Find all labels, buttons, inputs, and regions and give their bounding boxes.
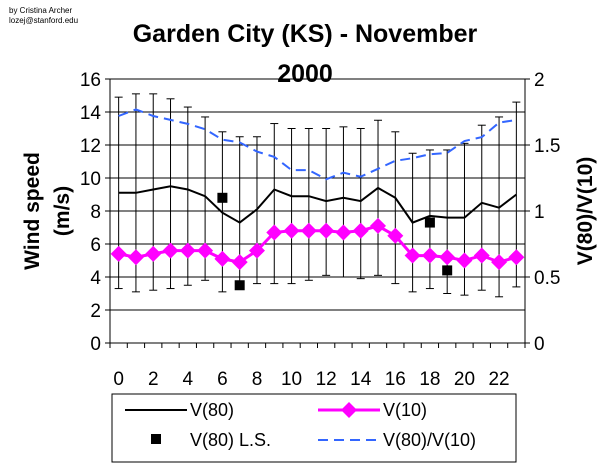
series-v-10 [110,217,525,271]
x-tick-label-0: 0 [113,369,124,390]
x-tick-label-5: 10 [281,369,302,390]
point-v-10-16 [387,227,404,244]
y-tick-label-7: 14 [80,103,102,124]
legend-label-v80: V(80) [190,400,234,420]
legend-marker-v80-ls [151,434,161,444]
chart-title-line-2: 2000 [277,60,333,88]
point-v-10-15 [370,217,387,234]
x-tick-label-1: 2 [148,369,159,390]
point-v-10-20 [456,252,473,269]
legend-label-ratio: V(80)/V(10) [383,430,476,450]
x-tick-label-7: 14 [350,369,372,390]
point-v-10-3 [162,242,179,259]
point-v-10-4 [179,242,196,259]
x-tick-label-9: 18 [419,369,440,390]
y-axis-label-line-2: (m/s) [51,186,74,236]
series-v-80-l-s [217,192,453,291]
credit-name: by Cristina Archer [9,6,72,15]
point-v-10-2 [145,245,162,262]
point-v-10-7 [231,254,248,271]
legend: V(80) V(10) V(80) L.S. V(80)/V(10) [111,393,517,463]
point-v-10-11 [300,222,317,239]
y-axis-label-line-1: Wind speed [21,152,44,270]
y2-tick-label-4: 2 [534,70,545,91]
point-v-10-1 [127,249,144,266]
y-tick-label-3: 6 [90,235,101,256]
y-tick-label-4: 8 [90,202,101,223]
x-tick-label-2: 4 [183,369,194,390]
point-v-10-13 [335,224,352,241]
point-v-10-0 [110,245,127,262]
y-tick-label-1: 2 [90,301,101,322]
y-axis-ticks: 0 2 4 6 8 10 12 14 16 [80,70,110,355]
series-v-80 [118,185,518,224]
x-tick-label-8: 16 [385,369,406,390]
x-tick-label-11: 22 [488,369,509,390]
error-bars [114,93,521,298]
series-line-v-80 [118,185,518,224]
y2-tick-label-3: 1.5 [534,136,560,157]
point-v-10-18 [421,247,438,264]
point-v-10-19 [439,249,456,266]
x-axis-ticks: 0 2 4 6 8 10 12 14 16 18 20 22 [109,343,526,390]
y-tick-label-0: 0 [90,334,101,355]
y-tick-label-5: 10 [80,169,101,190]
point-v-80-l-s-3 [442,265,453,276]
y2-tick-label-2: 1 [534,202,545,223]
y-tick-label-2: 4 [90,268,101,289]
point-v-80-l-s-1 [234,280,245,291]
x-tick-label-10: 20 [454,369,475,390]
point-v-80-l-s-2 [424,217,435,228]
x-tick-label-3: 6 [217,369,228,390]
point-v-10-5 [197,242,214,259]
point-v-10-14 [352,222,369,239]
series-layer [110,108,525,291]
y2-tick-label-0: 0 [534,334,545,355]
point-v-10-21 [473,247,490,264]
x-tick-label-4: 8 [252,369,263,390]
gridlines [110,111,525,311]
legend-label-v10: V(10) [383,400,427,420]
y2-tick-label-1: 0.5 [534,268,560,289]
y2-axis-label: V(80)/V(10) [574,157,597,266]
series-line-v-80-v-10 [118,108,517,181]
y-tick-label-6: 12 [80,136,101,157]
x-tick-label-6: 12 [316,369,337,390]
legend-marker-v10 [341,402,357,418]
legend-label-v80-ls: V(80) L.S. [190,430,271,450]
point-v-10-8 [248,242,265,259]
legend-box [111,393,517,463]
chart-title-line-1: Garden City (KS) - November [133,20,478,48]
point-v-10-12 [318,222,335,239]
point-v-10-17 [404,247,421,264]
point-v-10-10 [283,222,300,239]
y-tick-label-8: 16 [80,70,101,91]
point-v-80-l-s-0 [217,192,228,203]
series-v-80-v-10 [118,108,517,181]
point-v-10-9 [266,224,283,241]
point-v-10-23 [508,249,525,266]
point-v-10-6 [214,250,231,267]
credit-email: lozej@stanford.edu [9,16,78,25]
point-v-10-22 [491,254,508,271]
y2-axis-ticks: 0 0.5 1 1.5 2 [525,70,560,355]
